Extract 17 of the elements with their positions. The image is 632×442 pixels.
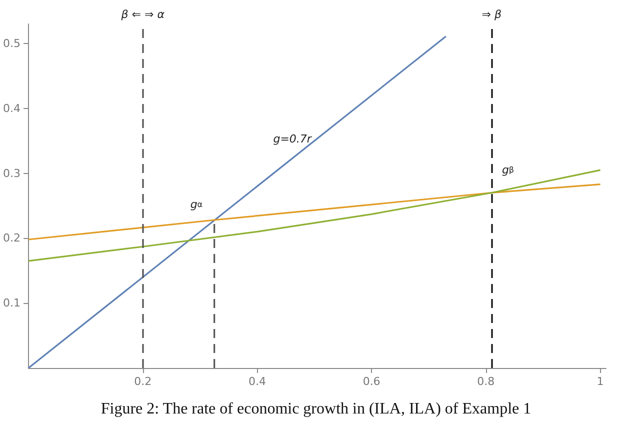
y-tick-label: 0.1 <box>2 296 20 310</box>
annotation: gα <box>190 198 203 212</box>
annotation: g=0.7r <box>273 132 313 146</box>
y-tick-label: 0.5 <box>2 36 20 50</box>
ref-line-label: ⇒ β <box>482 8 502 21</box>
line-series <box>28 184 602 240</box>
x-tick-label: 0.2 <box>134 375 152 388</box>
y-tick-label: 0.4 <box>2 102 20 115</box>
x-tick-label: 0.4 <box>248 375 266 388</box>
y-tick-label: 0.2 <box>2 232 20 245</box>
text: Figure 2: The rate of economic growth in (ILA, ILA) of Example 1 <box>100 400 532 418</box>
x-tick-label: 0.8 <box>477 375 495 388</box>
x-tick-label: 0.6 <box>362 375 380 388</box>
y-tick-label: 0.3 <box>2 166 20 180</box>
ref-line-label: β ⇐ ⇒ α <box>120 8 166 21</box>
annotation: gβ <box>502 164 514 177</box>
x-tick-label: 1 <box>596 375 604 388</box>
